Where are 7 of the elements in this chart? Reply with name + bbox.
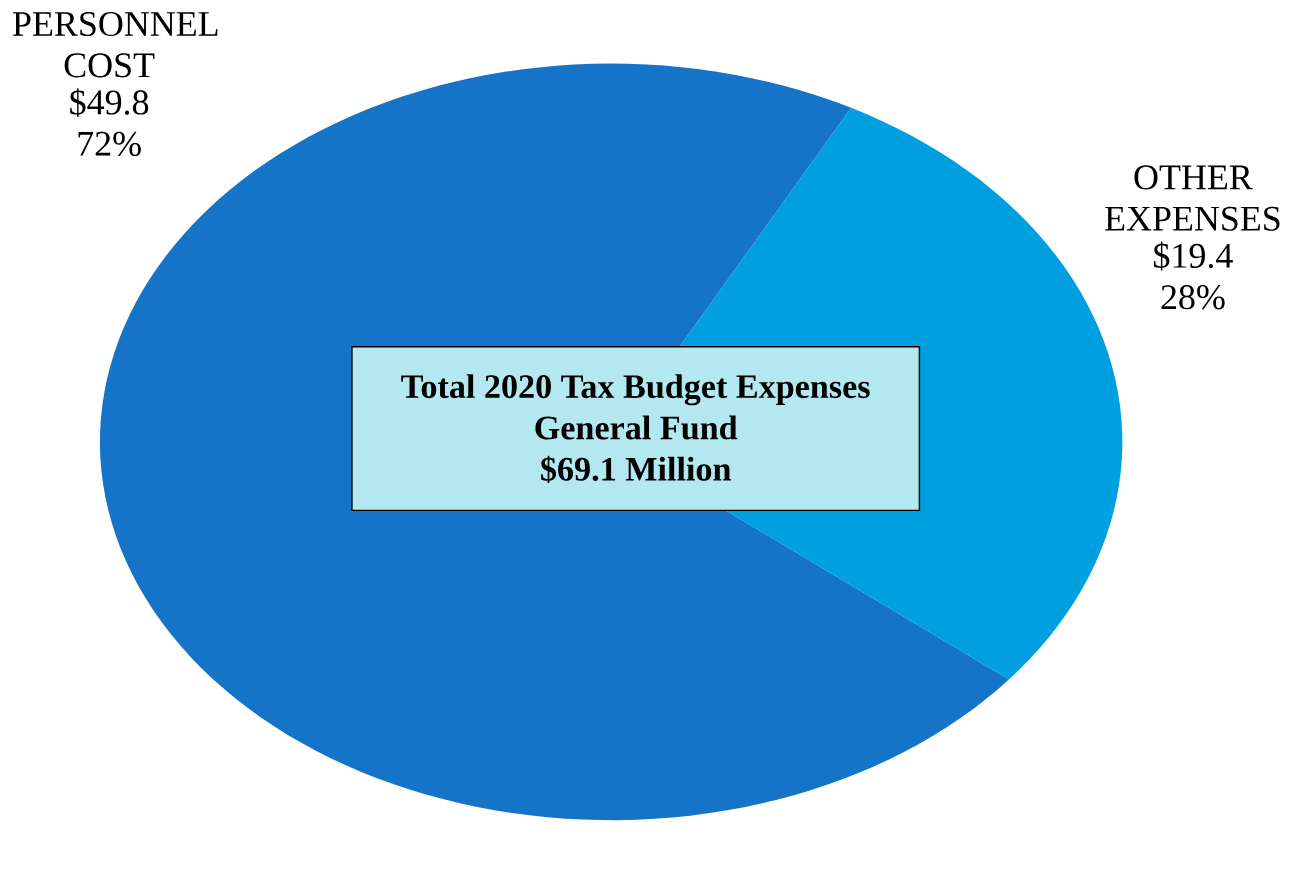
- slice-label: PERSONNEL COST: [12, 11, 218, 78]
- text: Total 2020 Tax Budget Expenses: [401, 373, 870, 406]
- data-label: $49.8 72%: [70, 88, 149, 156]
- data-label: $19.4 28%: [1154, 241, 1233, 310]
- text: General Fund: [535, 415, 738, 440]
- slice-label: OTHER EXPENSES: [1105, 165, 1280, 231]
- text: $69.1 Million: [541, 455, 731, 483]
